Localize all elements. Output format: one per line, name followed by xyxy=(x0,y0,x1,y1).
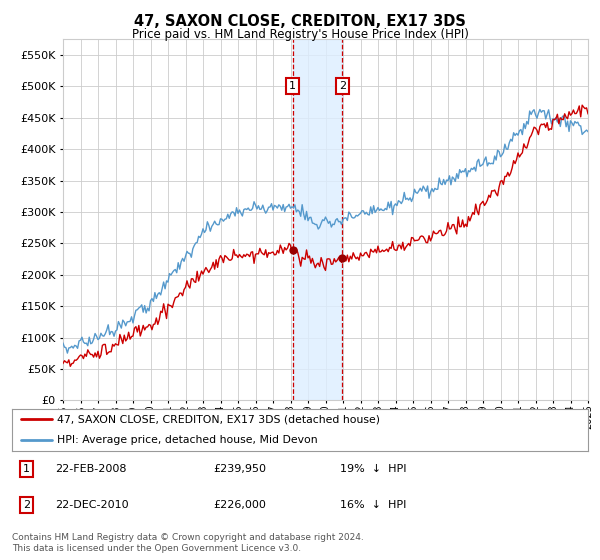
Text: 1: 1 xyxy=(23,464,30,474)
Text: HPI: Average price, detached house, Mid Devon: HPI: Average price, detached house, Mid … xyxy=(57,435,317,445)
Text: 1: 1 xyxy=(289,81,296,91)
Text: 2: 2 xyxy=(339,81,346,91)
Text: 22-FEB-2008: 22-FEB-2008 xyxy=(55,464,127,474)
Bar xyxy=(293,39,343,400)
Text: Contains HM Land Registry data © Crown copyright and database right 2024.
This d: Contains HM Land Registry data © Crown c… xyxy=(12,533,364,553)
Text: 16%  ↓  HPI: 16% ↓ HPI xyxy=(340,500,407,510)
Text: 47, SAXON CLOSE, CREDITON, EX17 3DS (detached house): 47, SAXON CLOSE, CREDITON, EX17 3DS (det… xyxy=(57,414,380,424)
Text: £226,000: £226,000 xyxy=(214,500,266,510)
Text: 22-DEC-2010: 22-DEC-2010 xyxy=(55,500,129,510)
Text: 19%  ↓  HPI: 19% ↓ HPI xyxy=(340,464,407,474)
Text: 47, SAXON CLOSE, CREDITON, EX17 3DS: 47, SAXON CLOSE, CREDITON, EX17 3DS xyxy=(134,14,466,29)
Text: 2: 2 xyxy=(23,500,30,510)
Text: Price paid vs. HM Land Registry's House Price Index (HPI): Price paid vs. HM Land Registry's House … xyxy=(131,28,469,41)
Text: £239,950: £239,950 xyxy=(214,464,266,474)
